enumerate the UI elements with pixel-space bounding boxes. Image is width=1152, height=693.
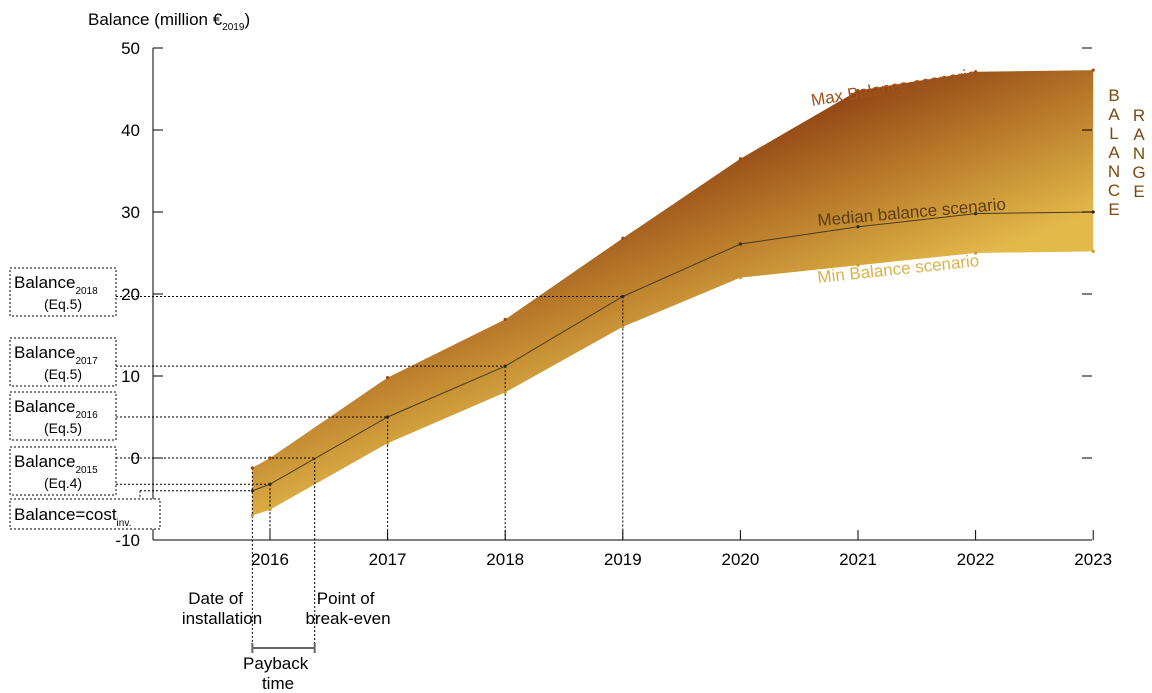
data-point: [268, 508, 272, 512]
range-letter: E: [1133, 182, 1144, 201]
y-tick-label: 30: [121, 203, 140, 222]
range-letter: N: [1133, 144, 1145, 163]
data-point: [386, 415, 390, 419]
y-axis-title-main: Balance (million €: [88, 10, 223, 29]
range-letter: E: [1108, 200, 1119, 219]
data-point: [974, 251, 978, 255]
x-tick-label: 2021: [839, 550, 877, 569]
balance-range-fill: [252, 70, 1094, 516]
range-letter: R: [1133, 106, 1145, 125]
cost-box-text: Balance=costinv.: [14, 505, 131, 529]
data-point: [503, 317, 507, 322]
y-axis-title: Balance (million €2019): [88, 10, 250, 33]
balance-box: Balance2018(Eq.5): [9, 267, 117, 317]
balance-box-frame: [9, 446, 117, 496]
payback-bracket: [251, 643, 316, 653]
balance-box-frame: [9, 267, 117, 317]
y-axis-ticks: -10 0 10 20 30 40 50: [115, 39, 1092, 550]
installation-label: Date of installation: [182, 589, 262, 628]
data-point: [386, 441, 390, 445]
range-letter: G: [1132, 163, 1145, 182]
balance-box: Balance2017(Eq.5): [9, 337, 117, 387]
balance-box-title: Balance2015: [14, 452, 98, 476]
balance-box-frame: [9, 337, 117, 387]
data-point: [268, 482, 272, 486]
payback-label: Payback time: [243, 654, 313, 693]
data-point: [738, 242, 743, 246]
range-letter: B: [1108, 86, 1119, 105]
range-letter: A: [1108, 105, 1120, 124]
breakeven-label-line2: break-even: [305, 609, 390, 628]
data-point: [856, 263, 860, 267]
y-tick-label: 0: [131, 449, 140, 468]
installation-label-line2: installation: [182, 609, 262, 628]
y-axis-title-sub: 2019: [222, 22, 245, 33]
range-letter: A: [1133, 125, 1145, 144]
balance-box-frame: [9, 391, 117, 441]
data-point: [386, 376, 390, 380]
balance-box-title: Balance2017: [14, 343, 98, 367]
data-point: [503, 390, 507, 394]
cost-box: Balance=costinv.: [9, 498, 161, 530]
data-point: [250, 513, 254, 518]
balance-box: Balance2015(Eq.4): [9, 446, 117, 496]
balance-box-title: Balance2016: [14, 397, 98, 421]
breakeven-label: Point of break-even: [305, 589, 390, 628]
data-point: [856, 89, 860, 93]
balance-box-eq: (Eq.5): [44, 366, 82, 382]
guide-lines: [116, 295, 624, 648]
y-tick-label: 50: [121, 39, 140, 58]
scenario-points: [250, 68, 1095, 518]
data-point: [856, 225, 860, 229]
data-point: [974, 70, 978, 74]
x-tick-label: 2016: [251, 550, 289, 569]
data-point: [250, 466, 254, 470]
range-letter: A: [1108, 143, 1120, 162]
y-tick-label: 20: [121, 285, 140, 304]
x-tick-label: 2017: [369, 550, 407, 569]
cost-box-frame: [9, 498, 161, 530]
data-point: [738, 157, 743, 161]
data-point: [1091, 210, 1095, 214]
x-tick-label: 2022: [957, 550, 995, 569]
x-tick-label: 2019: [604, 550, 642, 569]
data-point: [1091, 249, 1095, 253]
range-letter: N: [1108, 162, 1120, 181]
range-letter: L: [1109, 124, 1118, 143]
range-letter: C: [1108, 181, 1120, 200]
payback-label-line1: Payback: [243, 654, 309, 673]
installation-label-line1: Date of: [188, 589, 243, 608]
data-point: [974, 212, 978, 216]
balance-box-eq: (Eq.5): [44, 420, 82, 436]
x-tick-label: 2018: [486, 550, 524, 569]
breakeven-label-line1: Point of: [317, 589, 375, 608]
data-point: [1091, 68, 1095, 72]
balance-box: Balance2016(Eq.5): [9, 391, 117, 441]
balance-annotation-boxes: Balance2018(Eq.5)Balance2017(Eq.5)Balanc…: [9, 267, 161, 530]
y-tick-label: -10: [115, 531, 140, 550]
x-tick-label: 2023: [1074, 550, 1112, 569]
data-point: [621, 294, 625, 299]
balance-range-area: [252, 70, 1094, 516]
x-tick-label: 2020: [721, 550, 759, 569]
data-point: [503, 364, 507, 368]
balance-box-eq: (Eq.5): [44, 296, 82, 312]
balance-box-eq: (Eq.4): [44, 475, 82, 491]
x-axis-ticks: 2016 2017 2018 2019 2020 2021 2022 2023: [251, 530, 1112, 569]
balance-box-title: Balance2018: [14, 273, 98, 297]
data-point: [738, 276, 743, 280]
payback-label-line2: time: [262, 674, 294, 693]
data-point: [621, 325, 625, 329]
data-point: [250, 489, 254, 493]
data-point: [268, 456, 272, 460]
y-tick-label: 40: [121, 121, 140, 140]
y-axis-title-close: ): [244, 10, 250, 29]
y-tick-label: 10: [121, 367, 140, 386]
data-point: [621, 236, 625, 240]
